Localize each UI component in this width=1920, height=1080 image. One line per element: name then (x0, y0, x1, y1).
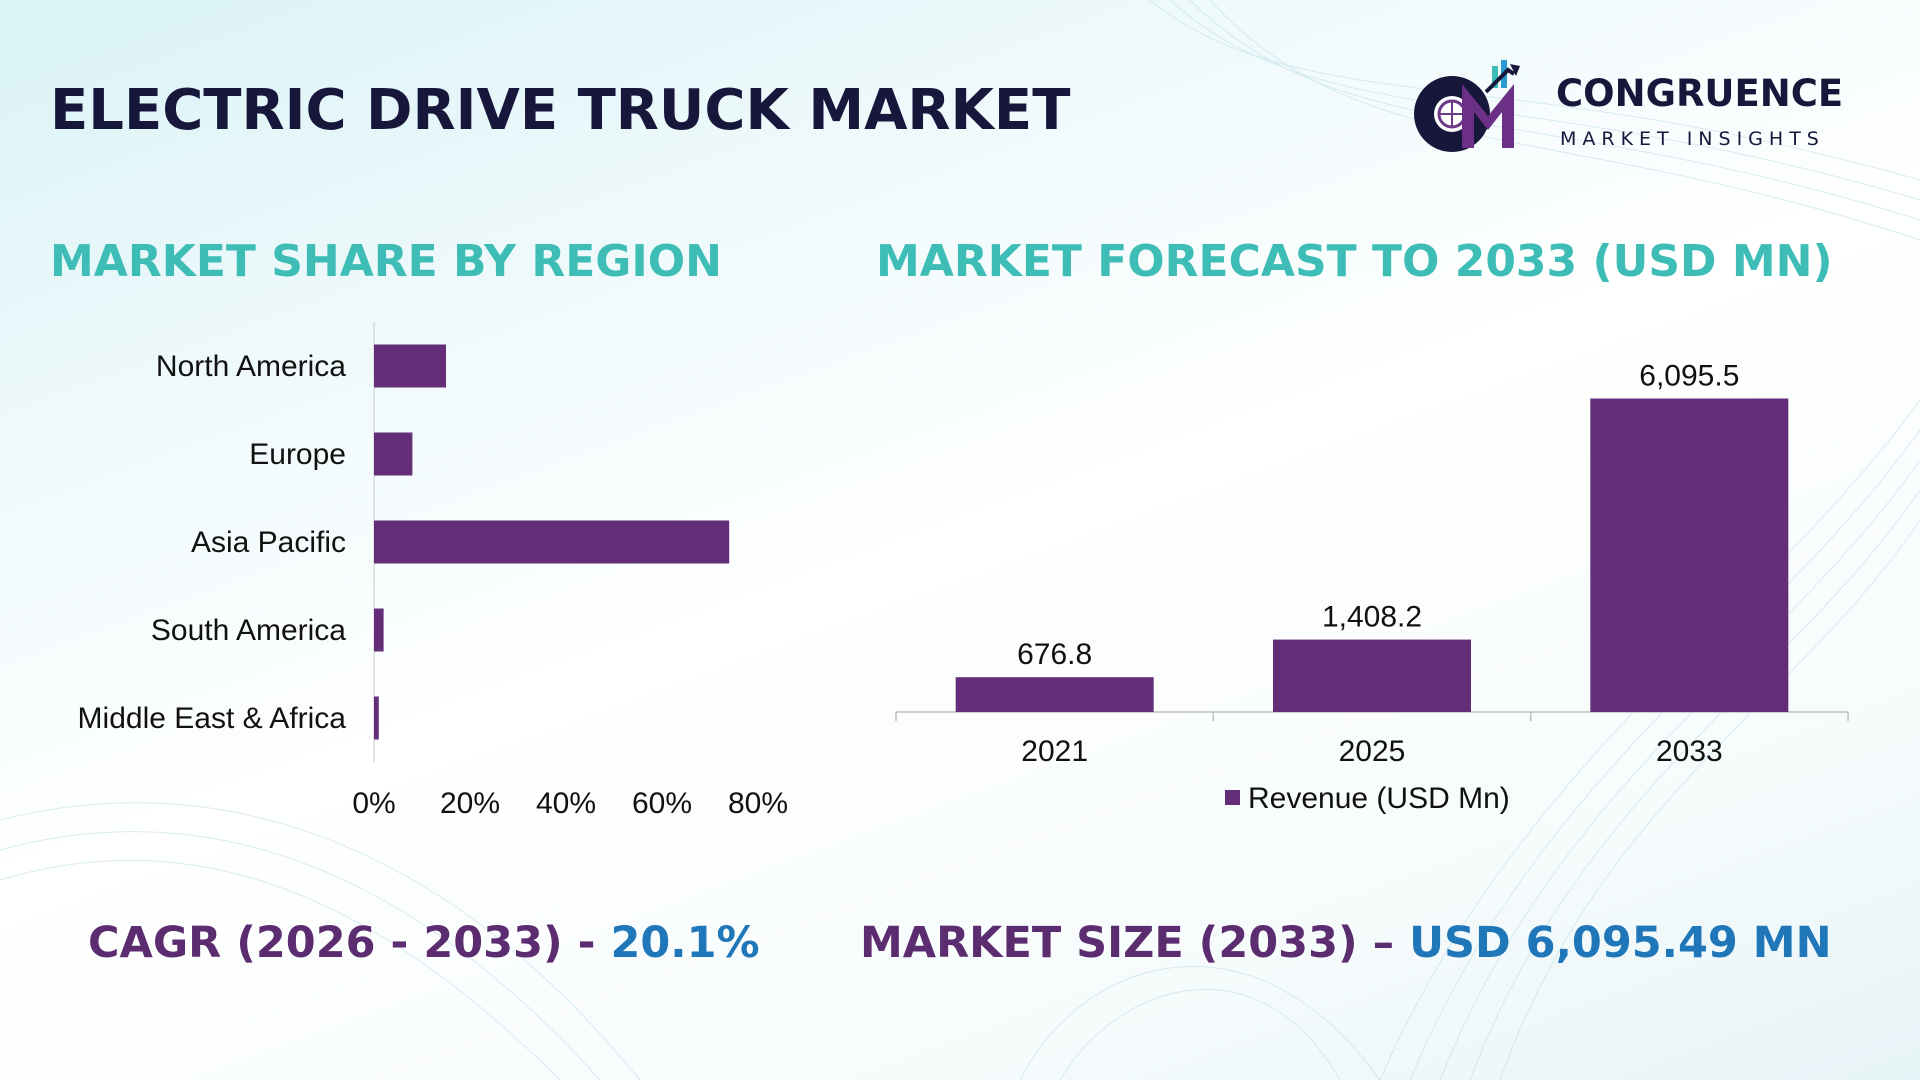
data-label-2033: 6,095.5 (1639, 360, 1739, 393)
market-size-value: USD 6,095.49 MN (1409, 918, 1832, 968)
x-tick-label: 80% (728, 787, 788, 820)
category-label-middle-east-and-africa: Middle East & Africa (78, 702, 347, 735)
bar-south-america (374, 608, 384, 652)
section-title-region-share: MARKET SHARE BY REGION (50, 236, 722, 287)
legend-swatch (1225, 790, 1240, 805)
category-label-europe: Europe (249, 438, 346, 471)
cagr-value: 20.1% (610, 918, 760, 968)
bar-europe (374, 432, 413, 476)
bar-2025 (1273, 639, 1471, 712)
legend-label-revenue: Revenue (USD Mn) (1248, 782, 1510, 815)
bar-asia-pacific (374, 520, 730, 564)
bar-2021 (955, 677, 1154, 712)
x-tick-label: 0% (352, 787, 395, 820)
category-label-2021: 2021 (1021, 735, 1088, 768)
cagr-statement: CAGR (2026 - 2033) - 20.1% (88, 918, 760, 968)
bar-north-america (374, 344, 446, 388)
data-label-2021: 676.8 (1017, 638, 1092, 671)
category-label-2033: 2033 (1656, 735, 1723, 768)
x-tick-label: 60% (632, 787, 692, 820)
data-label-2025: 1,408.2 (1322, 601, 1422, 634)
bar-2033 (1590, 398, 1789, 712)
logo-tagline: MARKET INSIGHTS (1560, 128, 1825, 150)
category-label-asia-pacific: Asia Pacific (191, 526, 346, 559)
brand-logo: CONGRUENCE MARKET INSIGHTS (1400, 52, 1870, 162)
x-tick-label: 20% (440, 787, 500, 820)
forecast-chart: 676.8 1,408.2 6,095.5 2021 2025 2033 Revenue… (895, 360, 1849, 815)
section-title-forecast: MARKET FORECAST TO 2033 (USD MN) (876, 236, 1833, 287)
logo-name: CONGRUENCE (1556, 72, 1844, 115)
logo-mark-icon (1414, 60, 1520, 152)
market-size-label: MARKET SIZE (2033) – (860, 918, 1410, 968)
bar-middle-east-and-africa (374, 696, 379, 740)
category-label-north-america: North America (156, 350, 346, 383)
x-tick-label: 40% (536, 787, 596, 820)
category-label-2025: 2025 (1339, 735, 1406, 768)
cagr-label: CAGR (2026 - 2033) - (88, 918, 611, 968)
region-share-chart: North America Europe Asia Pacific South Ame… (78, 322, 788, 820)
page-title: ELECTRIC DRIVE TRUCK MARKET (50, 78, 1071, 143)
market-size-statement: MARKET SIZE (2033) – USD 6,095.49 MN (860, 918, 1832, 968)
category-label-south-america: South America (151, 614, 346, 647)
